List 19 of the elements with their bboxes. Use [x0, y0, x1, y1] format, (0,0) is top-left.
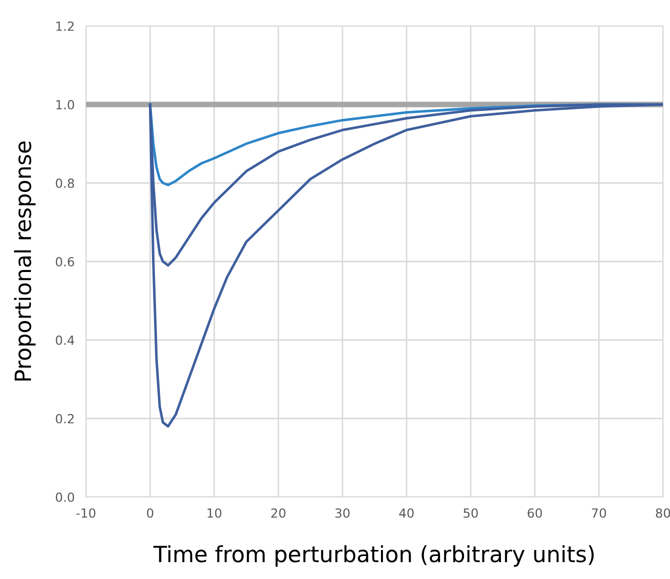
y-tick-label: 0.2: [56, 414, 74, 424]
y-tick-label: 0.0: [56, 492, 74, 502]
x-tick-label: 40: [399, 508, 414, 518]
x-tick-label: 0: [146, 508, 154, 518]
x-tick-label: 70: [592, 508, 606, 518]
x-tick-label: 80: [656, 508, 670, 518]
y-tick-label: 1.0: [56, 100, 74, 110]
y-tick-label: 0.4: [56, 335, 74, 345]
x-tick-label: 30: [335, 508, 350, 518]
x-tick-label: 20: [271, 508, 286, 518]
y-tick-label: 0.6: [56, 256, 74, 266]
x-tick-label: -10: [76, 508, 96, 518]
x-axis-title: Time from perturbation (arbitrary units): [153, 545, 594, 567]
x-tick-label: 10: [208, 508, 222, 518]
x-tick-label: 60: [528, 508, 542, 518]
y-tick-label: 1.2: [56, 21, 74, 31]
x-tick-label: 50: [464, 508, 478, 518]
y-axis-title: Proportional response: [14, 141, 36, 381]
y-tick-label: 0.8: [56, 178, 74, 188]
